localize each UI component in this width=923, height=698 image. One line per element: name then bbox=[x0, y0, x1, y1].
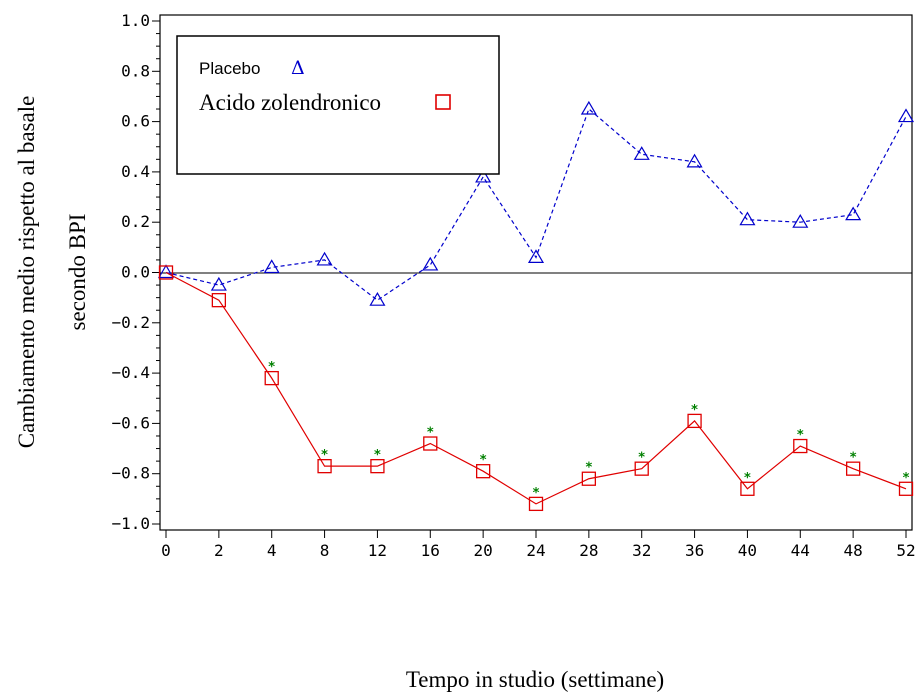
y-tick-label: −0.8 bbox=[111, 464, 150, 483]
legend-symbol-placebo: Δ bbox=[291, 57, 305, 79]
x-tick-label: 48 bbox=[844, 541, 863, 560]
x-tick-label: 36 bbox=[685, 541, 704, 560]
significance-star: * bbox=[321, 448, 328, 463]
y-tick-label: −0.2 bbox=[111, 313, 150, 332]
data-point bbox=[846, 208, 860, 220]
x-tick-label: 2 bbox=[214, 541, 224, 560]
significance-star: * bbox=[268, 360, 275, 375]
series-line bbox=[166, 273, 906, 504]
significance-star: * bbox=[427, 426, 434, 441]
y-axis: 1.0 0.8 0.6 0.4 0.2 0.0 −0.2 −0.4 −0.6 −0.8 −1.0 bbox=[111, 11, 160, 533]
data-point bbox=[793, 215, 807, 227]
y-tick-label: 0.4 bbox=[121, 162, 150, 181]
x-axis-title: Tempo in studio (settimane) bbox=[406, 667, 664, 692]
data-point bbox=[370, 293, 384, 305]
data-point bbox=[582, 102, 596, 114]
significance-star: * bbox=[744, 471, 751, 486]
significance-star: * bbox=[533, 486, 540, 501]
x-tick-label: 0 bbox=[161, 541, 171, 560]
significance-star: * bbox=[638, 451, 645, 466]
significance-star: * bbox=[585, 461, 592, 476]
x-tick-label: 8 bbox=[320, 541, 330, 560]
legend-label-zoledronic: Acido zolendronico bbox=[199, 90, 381, 115]
legend-label-placebo: Placebo bbox=[199, 59, 260, 78]
significance-star: * bbox=[903, 471, 910, 486]
significance-star: * bbox=[374, 448, 381, 463]
data-point bbox=[688, 155, 702, 167]
x-tick-label: 28 bbox=[579, 541, 598, 560]
x-tick-label: 12 bbox=[368, 541, 387, 560]
x-axis: 0 2 4 8 12 16 20 24 28 32 36 40 44 48 52 bbox=[161, 530, 915, 560]
data-point bbox=[635, 147, 649, 159]
x-tick-label: 52 bbox=[896, 541, 915, 560]
y-axis-title-line2: secondo BPI bbox=[65, 214, 90, 331]
y-tick-label: 0.2 bbox=[121, 212, 150, 231]
y-tick-label: 1.0 bbox=[121, 11, 150, 30]
x-tick-label: 16 bbox=[421, 541, 440, 560]
y-tick-label: −0.4 bbox=[111, 363, 150, 382]
x-tick-label: 4 bbox=[267, 541, 277, 560]
x-tick-label: 40 bbox=[738, 541, 757, 560]
significance-star: * bbox=[797, 428, 804, 443]
significance-star: * bbox=[691, 403, 698, 418]
series-zoledronic: * * * * * * * * * * * * * bbox=[160, 266, 913, 510]
x-tick-label: 44 bbox=[791, 541, 810, 560]
y-tick-label: 0.8 bbox=[121, 61, 150, 80]
y-tick-label: −0.6 bbox=[111, 413, 150, 432]
y-tick-label: 0.6 bbox=[121, 112, 150, 131]
data-point bbox=[740, 213, 754, 225]
legend: Placebo Δ Acido zolendronico bbox=[177, 36, 499, 174]
significance-star: * bbox=[850, 451, 857, 466]
x-tick-label: 20 bbox=[474, 541, 493, 560]
y-axis-title-line1: Cambiamento medio rispetto al basale bbox=[14, 96, 39, 449]
y-tick-label: 0.0 bbox=[121, 263, 150, 282]
y-tick-label: −1.0 bbox=[111, 514, 150, 533]
significance-star: * bbox=[480, 453, 487, 468]
x-tick-label: 32 bbox=[632, 541, 651, 560]
x-tick-label: 24 bbox=[526, 541, 545, 560]
data-point bbox=[899, 110, 913, 122]
